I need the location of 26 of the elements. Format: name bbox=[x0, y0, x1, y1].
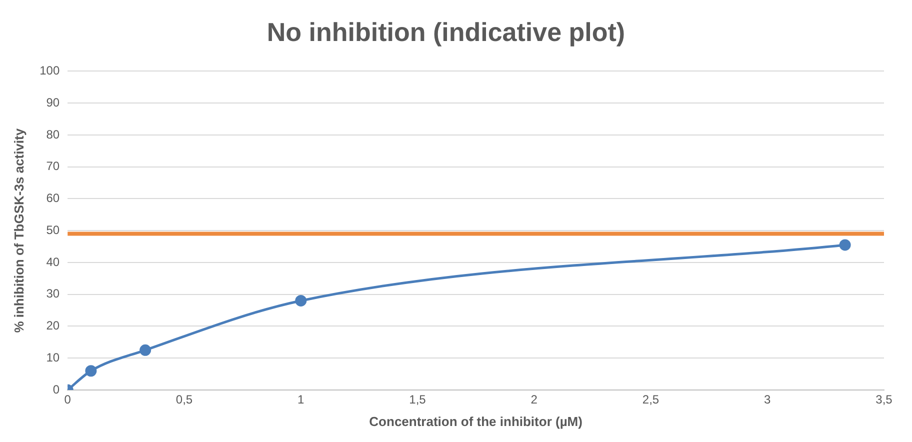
y-tick-label: 100 bbox=[40, 64, 60, 78]
x-tick-label: 2 bbox=[530, 392, 538, 407]
x-tick-label: 1,5 bbox=[409, 392, 426, 407]
y-tick-label: 60 bbox=[46, 191, 60, 206]
y-axis-title: % inhibition of TbGSK-3s activity bbox=[11, 128, 26, 333]
point bbox=[140, 344, 152, 356]
y-tick-label: 40 bbox=[46, 254, 60, 269]
y-tick-label: 50 bbox=[46, 222, 60, 237]
y-tick-label: 90 bbox=[46, 95, 60, 110]
y-tick-label: 30 bbox=[46, 286, 60, 301]
y-tick-label: 20 bbox=[46, 318, 60, 333]
x-tick-label: 2,5 bbox=[642, 392, 660, 407]
y-tick-label: 0 bbox=[52, 382, 60, 396]
point bbox=[295, 294, 307, 306]
y-tick-label: 80 bbox=[46, 127, 60, 142]
y-tick-label: 70 bbox=[46, 159, 60, 174]
x-tick-label: 0 bbox=[64, 392, 72, 407]
y-tick-label: 10 bbox=[46, 350, 60, 364]
point bbox=[839, 239, 851, 251]
chart-title: No inhibition (indicative plot) bbox=[266, 16, 626, 47]
x-tick-label: 1 bbox=[298, 392, 305, 407]
x-axis-title: Concentration of the inhibitor (µM) bbox=[369, 414, 582, 429]
x-tick-label: 3 bbox=[764, 392, 772, 407]
x-tick-label: 3,5 bbox=[876, 392, 893, 407]
point bbox=[85, 365, 97, 377]
x-tick-label: 0,5 bbox=[176, 392, 193, 407]
